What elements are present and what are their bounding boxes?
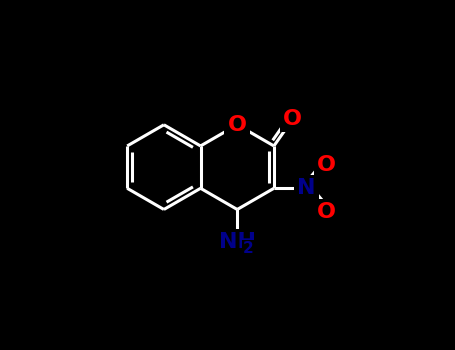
Text: O: O — [228, 115, 247, 135]
Text: N: N — [298, 178, 316, 198]
Text: NH: NH — [219, 232, 256, 252]
Text: O: O — [317, 202, 336, 222]
Text: O: O — [317, 155, 336, 175]
Text: O: O — [283, 109, 302, 129]
Text: 2: 2 — [243, 241, 253, 256]
